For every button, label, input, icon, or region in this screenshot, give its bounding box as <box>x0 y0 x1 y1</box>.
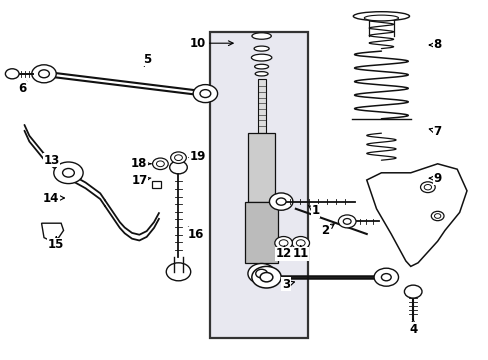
Bar <box>244 202 278 263</box>
Circle shape <box>62 168 74 177</box>
Circle shape <box>279 240 287 246</box>
Circle shape <box>32 65 56 83</box>
Circle shape <box>156 161 164 167</box>
Text: 3: 3 <box>282 278 294 291</box>
Circle shape <box>170 152 186 163</box>
Bar <box>56 167 81 178</box>
Bar <box>247 133 275 202</box>
Circle shape <box>296 240 305 246</box>
Circle shape <box>251 266 281 288</box>
Text: 15: 15 <box>48 237 64 251</box>
Circle shape <box>269 193 292 210</box>
Circle shape <box>200 90 210 98</box>
Bar <box>210 32 307 338</box>
Text: 4: 4 <box>408 319 416 336</box>
Text: 5: 5 <box>142 53 150 67</box>
Polygon shape <box>41 223 63 241</box>
Circle shape <box>430 211 443 221</box>
Bar <box>257 79 265 133</box>
Circle shape <box>152 158 168 170</box>
Circle shape <box>373 268 398 286</box>
Circle shape <box>169 161 187 174</box>
Circle shape <box>54 162 83 184</box>
Circle shape <box>423 185 430 190</box>
Circle shape <box>255 269 267 278</box>
Polygon shape <box>151 181 161 188</box>
Text: 1: 1 <box>308 204 319 217</box>
Circle shape <box>343 219 350 224</box>
Ellipse shape <box>251 33 271 39</box>
Circle shape <box>338 215 355 228</box>
Circle shape <box>5 69 19 79</box>
Text: 6: 6 <box>18 81 27 95</box>
Text: 13: 13 <box>43 154 60 167</box>
Text: 16: 16 <box>187 227 203 240</box>
Text: 19: 19 <box>189 150 206 163</box>
Ellipse shape <box>251 54 271 61</box>
Circle shape <box>174 155 182 161</box>
Circle shape <box>274 237 292 249</box>
Text: 12: 12 <box>275 246 291 260</box>
Ellipse shape <box>364 15 398 21</box>
Ellipse shape <box>254 46 268 51</box>
Text: 14: 14 <box>43 192 64 204</box>
Text: 17: 17 <box>131 174 151 186</box>
Circle shape <box>420 182 434 193</box>
Circle shape <box>291 237 309 249</box>
Circle shape <box>247 264 275 284</box>
Ellipse shape <box>352 12 409 21</box>
Text: 8: 8 <box>428 39 441 51</box>
Circle shape <box>193 85 217 103</box>
Circle shape <box>166 263 190 281</box>
Text: 18: 18 <box>131 157 151 170</box>
Text: 11: 11 <box>292 246 308 260</box>
Text: 2: 2 <box>321 224 333 237</box>
Circle shape <box>260 273 272 282</box>
Ellipse shape <box>255 72 267 76</box>
Circle shape <box>404 285 421 298</box>
Polygon shape <box>366 164 466 266</box>
Circle shape <box>39 70 49 78</box>
Circle shape <box>276 198 285 205</box>
Ellipse shape <box>254 64 268 69</box>
Text: 9: 9 <box>428 172 441 185</box>
Text: 7: 7 <box>428 125 441 138</box>
Circle shape <box>381 274 390 281</box>
Circle shape <box>434 213 440 218</box>
Text: 10: 10 <box>189 37 233 50</box>
